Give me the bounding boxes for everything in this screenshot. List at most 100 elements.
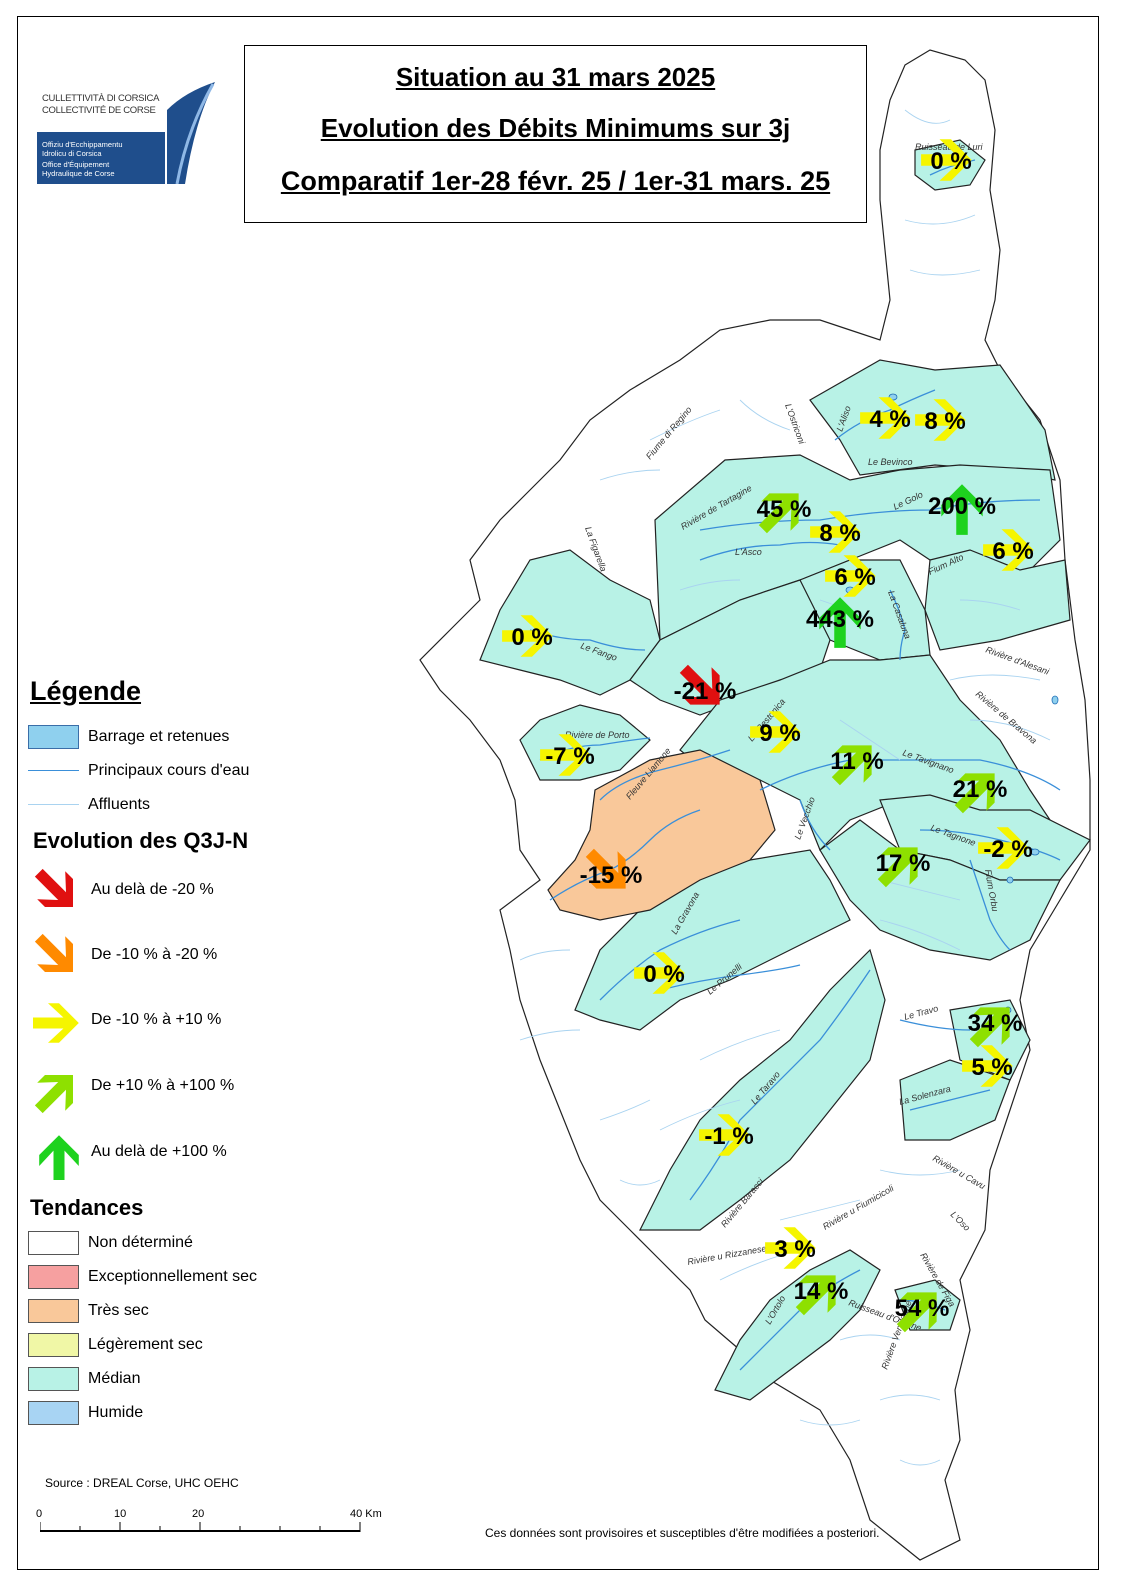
scale-tick-0: 0 [36,1508,43,1520]
title-box: Situation au 31 mars 2025 Evolution des … [244,45,867,223]
source-text: Source : DREAL Corse, UHC OEHC [45,1476,239,1490]
oehc-logo: CULLETTIVITÀ DI CORSICA COLLECTIVITÉ DE … [37,80,218,184]
legend-main-river-label: Principaux cours d'eau [88,762,250,779]
map-frame [17,16,1099,1570]
station-percentage: -21 % [674,678,737,705]
logo-line-6: Hydraulique de Corse [42,169,115,178]
station-percentage: 0 % [930,148,971,175]
q3j-legend-label: De +10 % à +100 % [91,1077,235,1094]
station-marker: 34 % [959,992,1025,1058]
tributaries [519,109,1051,1466]
basin-taravo [639,948,886,1231]
basin-fium-orbu [819,819,1061,961]
logo-line-5: Office d'Équipement [42,160,110,169]
basin-fango [479,549,661,696]
basin-fium-alto [924,549,1071,651]
station-percentage: 0 % [511,624,552,651]
station-percentage: 443 % [806,606,874,633]
station-percentage: 9 % [759,720,800,747]
station-marker: 0 % [921,139,972,181]
tendance-label: Très sec [88,1302,149,1319]
station-percentage: 45 % [757,496,812,523]
station-marker: 9 % [750,711,801,753]
station-marker: -15 % [575,838,643,904]
q3j-title: Evolution des Q3J-N [33,828,249,853]
tendances-title: Tendances [30,1195,144,1220]
q3j-legend-label: De -10 % à -20 % [91,946,218,963]
station-percentage: -15 % [580,862,643,889]
reservoir-swatch [28,725,79,749]
scale-ticks [40,1522,361,1532]
station-marker: 8 % [810,511,861,553]
tendance-label: Légèrement sec [88,1336,203,1353]
logo-line-2: COLLECTIVITÉ DE CORSE [42,105,156,116]
trend-arrow-icon [33,1003,79,1043]
station-marker: 14 % [785,1260,851,1326]
station-percentage: 8 % [924,408,965,435]
title-line-2: Evolution des Débits Minimums sur 3j [320,113,791,143]
main-river-line [28,770,79,771]
station-percentage: 11 % [830,748,883,775]
logo-top: CULLETTIVITÀ DI CORSICA COLLECTIVITÉ DE … [37,80,167,132]
stations-layer: 0 % 4 % 8 % 45 % 200 % 8 % 6 % 6 % 443 % 0 % -21 %… [502,139,1034,1343]
station-marker: 54 % [886,1277,952,1343]
station-percentage: -1 % [704,1123,753,1150]
station-percentage: 4 % [869,406,910,433]
basin-solenzara [899,1059,1011,1141]
station-marker: 6 % [983,529,1034,571]
basin-ortolo [714,1249,881,1401]
station-percentage: 54 % [895,1295,950,1322]
very-dry-swatch [28,1299,79,1323]
legend-tributary-label: Affluents [88,796,150,813]
basin-travo [949,999,1031,1081]
station-marker: 0 % [634,952,685,994]
river-label: L'Asco [735,547,762,557]
title-line-3: Comparatif 1er-28 févr. 25 / 1er-31 mars… [280,166,831,196]
station-percentage: 6 % [992,538,1033,565]
legend-title: Légende [30,676,142,706]
station-marker: 200 % [928,484,996,535]
station-marker: -2 % [978,827,1033,869]
station-percentage: 0 % [643,961,684,988]
scale-bar: 0 10 20 40 Km [30,1508,390,1548]
station-percentage: 17 % [876,850,931,877]
station-marker: 45 % [748,478,814,544]
station-marker: 3 % [765,1227,816,1269]
tendance-label: Exceptionnellement sec [88,1268,257,1285]
median-swatch [28,1367,79,1391]
station-percentage: -2 % [983,836,1032,863]
station-percentage: 21 % [953,776,1008,803]
station-marker: 0 % [502,615,553,657]
not-determined-swatch [28,1231,79,1255]
title-line-1: Situation au 31 mars 2025 [395,62,716,92]
logo-bottom: Offiziu d'Ecchippamentu Idrolicu di Cors… [37,132,167,184]
scale-tick-40: 40 Km [350,1508,382,1520]
humid-swatch [28,1401,79,1425]
station-percentage: -7 % [545,743,594,770]
station-marker: 4 % [860,397,911,439]
station-marker: -21 % [669,654,737,720]
logo-line-3: Offiziu d'Ecchippamentu [42,140,123,149]
station-percentage: 8 % [819,520,860,547]
trend-arrow-icon [33,868,83,918]
river-label: Le Bevinco [868,457,913,467]
exceptionally-dry-swatch [28,1265,79,1289]
station-percentage: 14 % [794,1278,849,1305]
scale-tick-10: 10 [114,1508,127,1520]
station-marker: 21 % [944,758,1010,824]
station-percentage: 6 % [834,564,875,591]
logo-line-1: CULLETTIVITÀ DI CORSICA [42,93,160,104]
tendance-label: Médian [88,1370,141,1387]
station-marker: 6 % [825,555,876,597]
slightly-dry-swatch [28,1333,79,1357]
trend-arrow-icon [33,1064,83,1114]
station-percentage: 5 % [971,1054,1012,1081]
station-marker: -1 % [699,1114,754,1156]
tendance-label: Humide [88,1404,144,1421]
station-marker: 11 % [821,730,887,796]
trend-arrow-icon [39,1135,79,1180]
q3j-legend-label: De -10 % à +10 % [91,1011,222,1028]
station-marker: -7 % [540,734,595,776]
trend-arrow-icon [33,933,83,983]
